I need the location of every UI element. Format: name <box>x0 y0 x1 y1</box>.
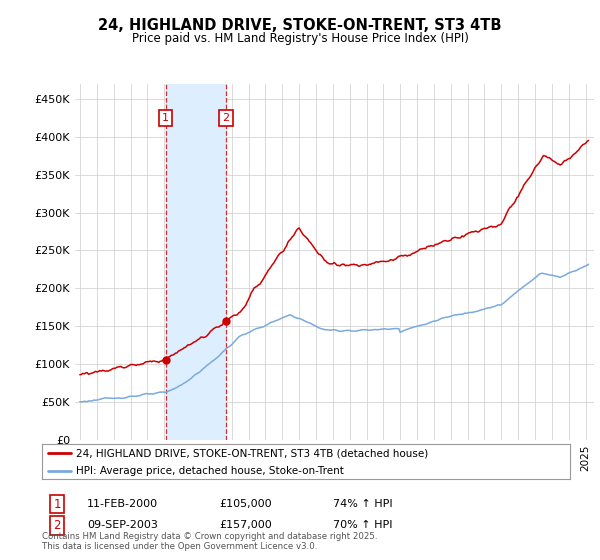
Text: 2: 2 <box>53 519 61 532</box>
Text: 09-SEP-2003: 09-SEP-2003 <box>87 520 158 530</box>
Text: 11-FEB-2000: 11-FEB-2000 <box>87 499 158 509</box>
Text: Contains HM Land Registry data © Crown copyright and database right 2025.
This d: Contains HM Land Registry data © Crown c… <box>42 531 377 551</box>
Text: 24, HIGHLAND DRIVE, STOKE-ON-TRENT, ST3 4TB: 24, HIGHLAND DRIVE, STOKE-ON-TRENT, ST3 … <box>98 18 502 33</box>
Text: £105,000: £105,000 <box>219 499 272 509</box>
Text: Price paid vs. HM Land Registry's House Price Index (HPI): Price paid vs. HM Land Registry's House … <box>131 32 469 45</box>
Text: 1: 1 <box>53 497 61 511</box>
Text: 24, HIGHLAND DRIVE, STOKE-ON-TRENT, ST3 4TB (detached house): 24, HIGHLAND DRIVE, STOKE-ON-TRENT, ST3 … <box>76 448 428 458</box>
Text: 74% ↑ HPI: 74% ↑ HPI <box>333 499 392 509</box>
Text: 70% ↑ HPI: 70% ↑ HPI <box>333 520 392 530</box>
Bar <box>166 84 226 440</box>
Text: 1: 1 <box>162 113 169 123</box>
Text: £157,000: £157,000 <box>219 520 272 530</box>
Text: 2: 2 <box>223 113 230 123</box>
Text: HPI: Average price, detached house, Stoke-on-Trent: HPI: Average price, detached house, Stok… <box>76 466 344 476</box>
